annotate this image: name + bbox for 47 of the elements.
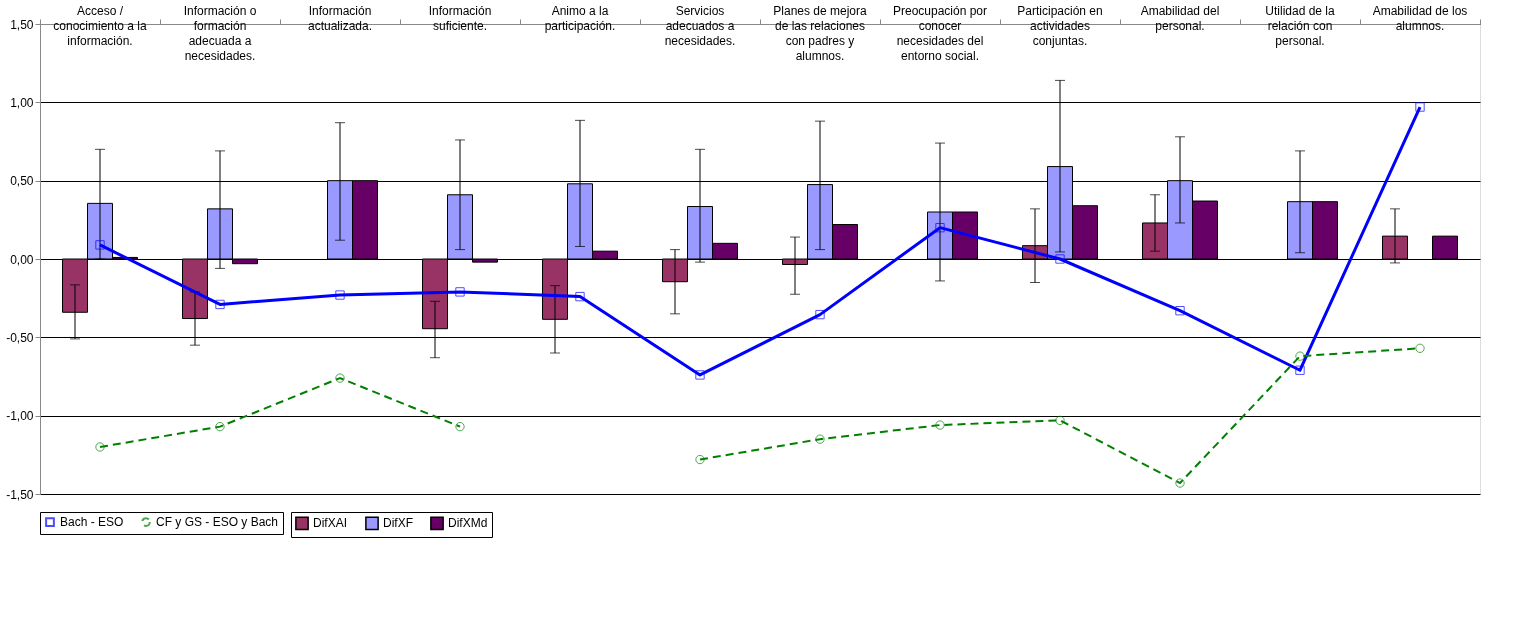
point (1055, 254, 1065, 264)
point (695, 454, 705, 465)
point (1175, 306, 1185, 316)
y-tick-label: -1,50 (6, 487, 34, 502)
point (815, 434, 825, 444)
point (1295, 351, 1305, 361)
legend-label: Bach - ESO (60, 515, 124, 530)
legend-label: DifXAI (313, 516, 348, 531)
point (575, 291, 585, 302)
y-tick-label: 0,50 (10, 174, 34, 189)
point (935, 222, 945, 233)
point (1055, 415, 1065, 426)
y-tick-label: 1,00 (10, 95, 34, 110)
point (95, 442, 105, 452)
point (455, 421, 465, 432)
x-tick-label: Información o formación adecuada a necesidades. (183, 4, 257, 63)
point (95, 240, 105, 250)
point (1415, 102, 1425, 112)
x-tick-label: Servicios adecuados a necesidades. (664, 4, 736, 48)
x-tick-label: Participación en actividades conjuntas. (1017, 4, 1103, 48)
y-tick-label: -0,50 (6, 330, 34, 345)
y-tick-label: -1,00 (6, 409, 34, 424)
x-tick-label: Amabilidad de los alumnos. (1372, 4, 1468, 33)
point (695, 370, 705, 380)
legend-label: DifXMd (448, 516, 488, 531)
x-tick-label: Información actualizada. (307, 4, 373, 33)
point (215, 299, 225, 310)
point (935, 420, 945, 430)
point (815, 309, 825, 320)
point (215, 421, 225, 432)
point (1175, 478, 1185, 488)
x-tick-label: Planes de mejora de las relaciones con padres y alumnos. (773, 4, 868, 63)
x-tick-label: Amabilidad del personal. (1140, 4, 1220, 33)
x-tick-label: Preocupación por conocer necesidades del entorno social. (892, 4, 988, 63)
x-tick-label: Información suficiente. (428, 4, 492, 33)
x-tick-label: Utilidad de la relación con personal. (1265, 4, 1336, 48)
legend-label: CF y GS - ESO y Bach (156, 515, 279, 530)
point (1415, 343, 1425, 353)
point (335, 373, 345, 383)
y-tick-label: 0,00 (10, 252, 34, 267)
x-tick-label: Animo a la participación. (544, 4, 616, 33)
y-tick-label: 1,50 (10, 17, 34, 32)
point (335, 290, 345, 300)
x-tick-label: Acceso / conocimiento a la información. (53, 4, 148, 48)
point (455, 287, 465, 297)
point (1295, 365, 1305, 375)
legend-label: DifXF (383, 516, 413, 531)
